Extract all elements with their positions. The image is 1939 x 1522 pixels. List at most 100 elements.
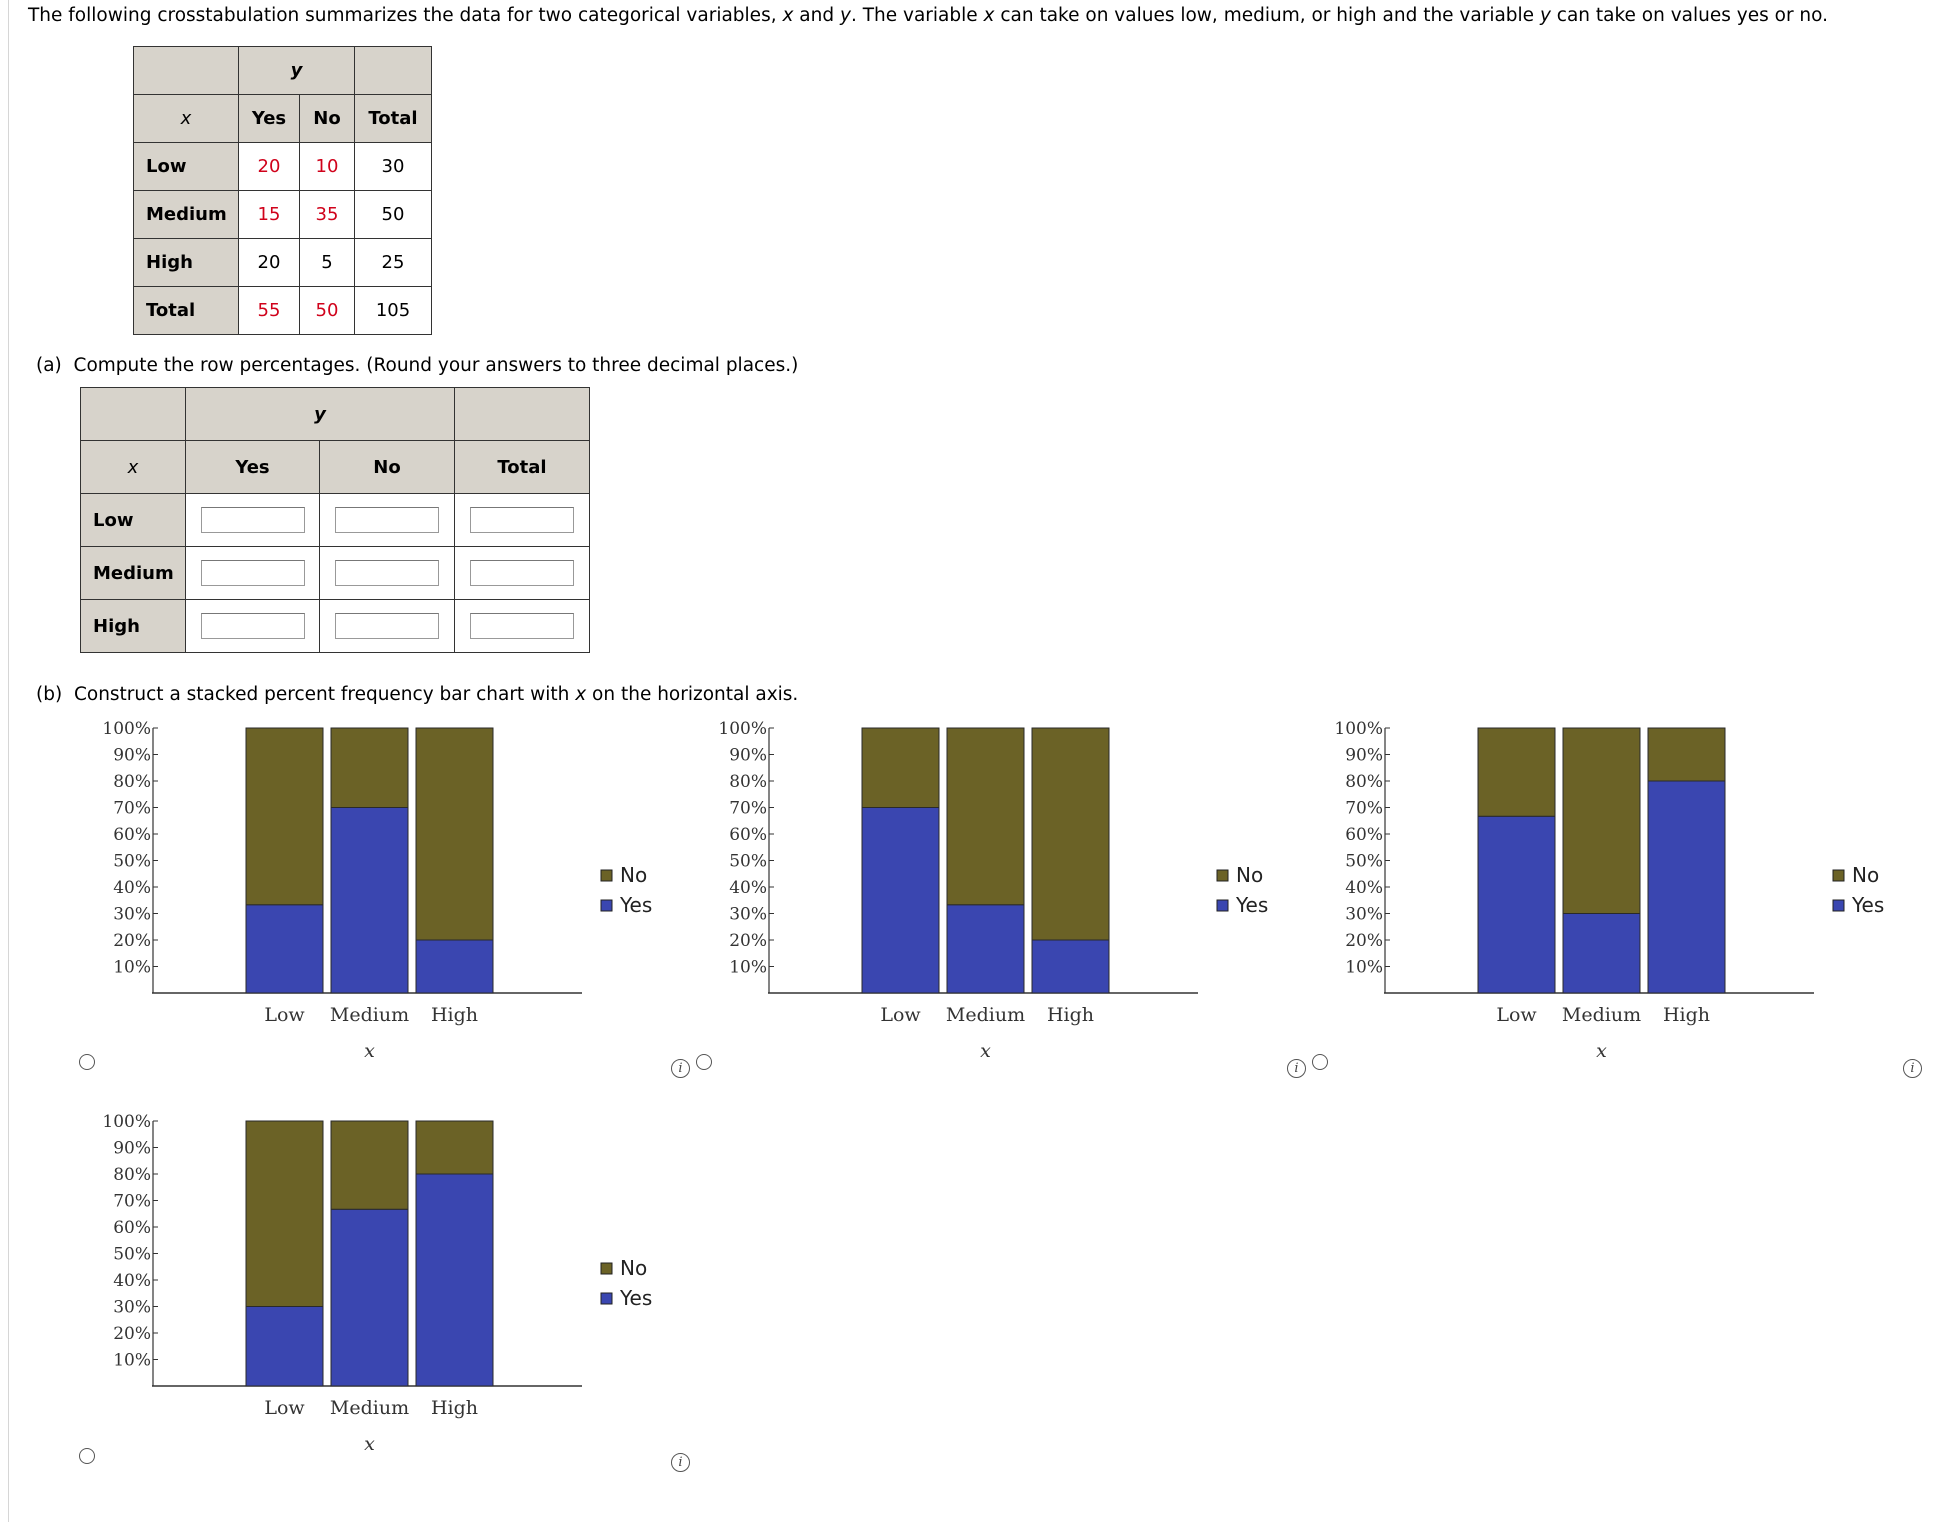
info-icon[interactable]: i — [671, 1453, 690, 1472]
x-header: x — [80, 440, 186, 494]
cell-value: 55 — [238, 286, 300, 335]
legend-label-no: No — [1852, 863, 1879, 887]
row-label: Low — [80, 493, 186, 547]
y-tick-label: 60% — [113, 825, 151, 845]
y-tick-label: 50% — [113, 1245, 151, 1265]
cell-value: 50 — [299, 286, 355, 335]
x-category-label: High — [431, 1004, 478, 1026]
bar-yes-low — [245, 1306, 324, 1387]
legend-label-no: No — [1236, 863, 1263, 887]
y-tick-label: 10% — [1345, 958, 1383, 978]
bar-yes-high — [415, 1173, 494, 1387]
y-tick-label: 20% — [113, 1324, 151, 1344]
cell-value: 5 — [299, 238, 355, 287]
y-tick-label: 30% — [113, 1298, 151, 1318]
x-category-label: Low — [264, 1004, 305, 1026]
y-tick-label: 40% — [729, 878, 767, 898]
intro-text: . The variable — [850, 5, 984, 26]
legend-swatch-yes — [600, 1292, 613, 1305]
y-tick-label: 90% — [113, 746, 151, 766]
bar-yes-low — [861, 807, 940, 994]
bar-no-medium — [1562, 727, 1641, 914]
medium-yes-input[interactable] — [200, 560, 305, 586]
part-a-text: Compute the row percentages. (Round your… — [73, 355, 799, 376]
cell-value: 50 — [354, 190, 432, 239]
bar-yes-medium — [330, 1208, 409, 1387]
low-total-input[interactable] — [470, 507, 574, 533]
bar-no-high — [1031, 727, 1110, 941]
y-tick-label: 10% — [113, 1351, 151, 1371]
y-tick-label: 70% — [729, 799, 767, 819]
col-header-no: No — [319, 440, 455, 494]
y-tick-label: 100% — [1334, 719, 1383, 739]
bar-no-high — [415, 727, 494, 941]
legend-label-no: No — [620, 863, 647, 887]
bar-no-low — [245, 1120, 324, 1307]
stacked-bar-chart: 10% 20% 30% 40% 50% 60% 70% 80% 90% 100% Low Medium… — [1334, 719, 1884, 1062]
answer-cell — [454, 493, 590, 547]
medium-no-input[interactable] — [335, 560, 439, 586]
x-category-label: Medium — [330, 1397, 409, 1419]
y-tick-label: 90% — [1345, 746, 1383, 766]
bar-yes-high — [1647, 780, 1726, 994]
var-y: y — [840, 5, 851, 26]
cell-value: 20 — [238, 238, 300, 287]
x-header: x — [133, 94, 239, 143]
legend-swatch-yes — [600, 899, 613, 912]
stacked-bar-chart: 10% 20% 30% 40% 50% 60% 70% 80% 90% 100% Low Medium… — [718, 719, 1268, 1062]
low-yes-input[interactable] — [200, 507, 305, 533]
low-no-input[interactable] — [335, 507, 439, 533]
x-category-label: Medium — [330, 1004, 409, 1026]
part-a-label: (a) — [36, 355, 62, 376]
legend-label-no: No — [620, 1256, 647, 1280]
cell-value: 25 — [354, 238, 432, 287]
intro-text: can take on values yes or no. — [1550, 5, 1829, 26]
radio-option-3[interactable] — [1312, 1054, 1328, 1070]
x-category-label: High — [431, 1397, 478, 1419]
col-header-yes: Yes — [238, 94, 300, 143]
table-row: Medium 15 35 50 — [133, 190, 432, 239]
high-yes-input[interactable] — [200, 613, 305, 639]
y-tick-label: 10% — [729, 958, 767, 978]
answer-cell — [319, 546, 455, 600]
answer-cell — [454, 546, 590, 600]
radio-option-1[interactable] — [79, 1054, 95, 1070]
high-total-input[interactable] — [470, 613, 574, 639]
intro-text: The following crosstabulation summarizes… — [28, 5, 783, 26]
bar-yes-high — [1031, 939, 1110, 994]
high-no-input[interactable] — [335, 613, 439, 639]
radio-option-2[interactable] — [696, 1054, 712, 1070]
radio-option-4[interactable] — [79, 1448, 95, 1464]
bar-yes-medium — [1562, 913, 1641, 994]
stacked-bar-chart: 10% 20% 30% 40% 50% 60% 70% 80% 90% 100% Low Medium… — [102, 1112, 652, 1455]
medium-total-input[interactable] — [470, 560, 574, 586]
chart-option-1: 10% 20% 30% 40% 50% 60% 70% 80% 90% 100% Low Medium… — [95, 719, 695, 1070]
col-header-no: No — [299, 94, 355, 143]
col-header-total: Total — [354, 94, 432, 143]
y-tick-label: 80% — [113, 772, 151, 792]
y-tick-label: 60% — [729, 825, 767, 845]
y-tick-label: 60% — [1345, 825, 1383, 845]
legend-swatch-no — [1832, 869, 1845, 882]
info-icon[interactable]: i — [671, 1059, 690, 1078]
problem-statement: The following crosstabulation summarizes… — [28, 5, 1828, 26]
y-tick-label: 60% — [113, 1218, 151, 1238]
table-row: Medium — [80, 546, 590, 600]
bar-yes-medium — [330, 807, 409, 994]
y-tick-label: 20% — [113, 931, 151, 951]
x-axis-title: x — [364, 1040, 375, 1062]
cell-value: 105 — [354, 286, 432, 335]
bar-no-low — [1477, 727, 1556, 817]
y-tick-label: 30% — [113, 905, 151, 925]
y-header: y — [185, 387, 455, 441]
y-tick-label: 40% — [113, 1271, 151, 1291]
x-category-label: Medium — [1562, 1004, 1641, 1026]
x-axis-title: x — [364, 1433, 375, 1455]
chart-option-4: 10% 20% 30% 40% 50% 60% 70% 80% 90% 100% Low Medium… — [95, 1112, 695, 1463]
info-icon[interactable]: i — [1903, 1059, 1922, 1078]
info-icon[interactable]: i — [1287, 1059, 1306, 1078]
bar-no-medium — [330, 727, 409, 808]
y-tick-label: 90% — [113, 1139, 151, 1159]
chart-option-3: 10% 20% 30% 40% 50% 60% 70% 80% 90% 100% Low Medium… — [1327, 719, 1927, 1070]
y-tick-label: 30% — [1345, 905, 1383, 925]
